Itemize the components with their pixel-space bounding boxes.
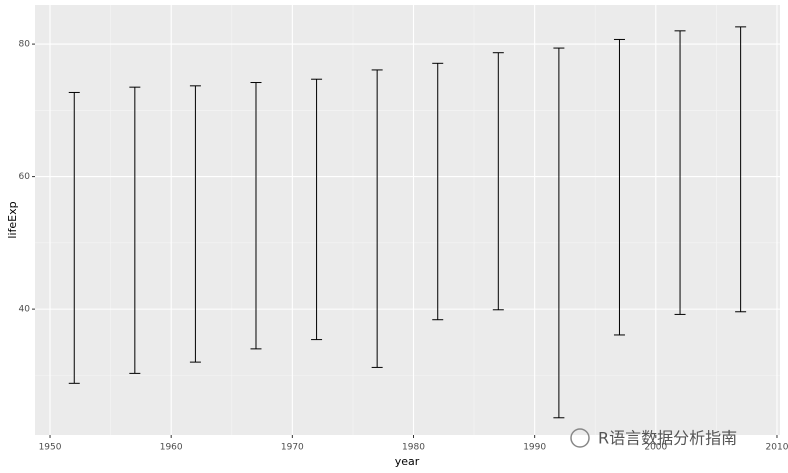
watermark-icon [570,428,590,448]
x-tick-label: 1980 [402,443,425,453]
panel [35,5,780,435]
watermark: R语言数据分析指南 [570,428,737,448]
x-tick-label: 1950 [39,443,62,453]
x-tick-label: 1990 [523,443,546,453]
marks [68,26,747,419]
x-tick-label: 1960 [160,443,183,453]
x-axis-title: year [395,455,420,468]
y-tick-label: 80 [19,40,31,50]
x-tick-label: 1970 [281,443,304,453]
watermark-text: R语言数据分析指南 [598,429,737,448]
x-tick-label: 2000 [644,443,667,453]
grid [35,5,780,435]
y-axis-title: lifeExp [6,201,19,238]
y-tick-label: 60 [19,172,31,182]
x-tick-label: 2010 [766,443,788,453]
y-tick-label: 40 [19,305,31,315]
